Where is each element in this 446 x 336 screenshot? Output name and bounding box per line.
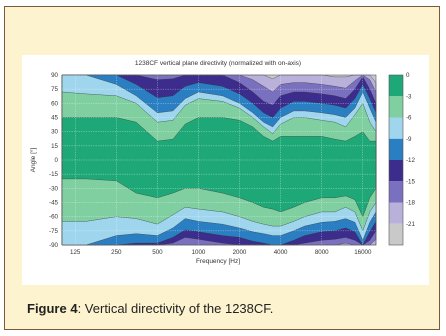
y-tick-label: -60 <box>49 214 59 221</box>
y-tick-label: -45 <box>49 200 59 207</box>
chart-title: 1238CF vertical plane directivity (norma… <box>135 60 301 67</box>
colorbar-tick-label: -3 <box>406 93 412 100</box>
plot-frame <box>61 74 377 246</box>
y-tick-label: 0 <box>55 157 59 164</box>
colorbar-tick-label: 0 <box>406 72 410 79</box>
y-tick-label: 15 <box>51 143 58 150</box>
colorbar-tick-label: -18 <box>406 200 416 207</box>
figure-card: 1238CF vertical plane directivity (norma… <box>22 55 429 285</box>
figure-caption: Figure 4: Vertical directivity of the 12… <box>27 301 273 316</box>
x-tick-label: 1000 <box>192 249 206 256</box>
colorbar-swatch <box>389 96 403 118</box>
x-tick-label: 16000 <box>354 249 372 256</box>
colorbar-swatch <box>389 117 403 139</box>
caption-text: : Vertical directivity of the 1238CF. <box>77 301 274 316</box>
colorbar-swatch <box>389 75 403 97</box>
colorbar-tick-label: -9 <box>406 136 412 143</box>
colorbar-tick-label: -21 <box>406 221 416 228</box>
x-tick-label: 500 <box>152 249 163 256</box>
y-tick-label: -30 <box>49 185 59 192</box>
colorbar-swatch <box>389 202 403 224</box>
colorbar-tick-label: -12 <box>406 157 416 164</box>
x-axis-ticks: 125 250 500 1000 2000 4000 8000 16000 <box>70 249 372 256</box>
colorbar-swatch <box>389 160 403 182</box>
y-axis-ticks: 90 75 60 45 30 15 0 -15 -30 -45 -60 -75 -90 <box>49 72 59 249</box>
x-tick-label: 250 <box>111 249 122 256</box>
y-axis-label: Angle [°] <box>29 147 37 172</box>
colorbar-tick-label: -6 <box>406 115 412 122</box>
y-tick-label: -15 <box>49 171 59 178</box>
y-tick-label: -90 <box>49 242 59 249</box>
x-tick-label: 4000 <box>274 249 288 256</box>
y-tick-label: 75 <box>51 86 58 93</box>
x-axis-label: Frequency [Hz] <box>196 258 240 265</box>
caption-label: Figure 4 <box>27 301 78 316</box>
colorbar-swatch <box>389 223 403 246</box>
y-tick-label: 60 <box>51 100 58 107</box>
colorbar-swatch <box>389 181 403 203</box>
colorbar-swatch <box>389 138 403 161</box>
y-tick-label: -75 <box>49 228 59 235</box>
directivity-chart: 1238CF vertical plane directivity (norma… <box>22 55 429 285</box>
y-tick-label: 45 <box>51 115 58 122</box>
figure-panel: 1238CF vertical plane directivity (norma… <box>4 6 440 330</box>
y-tick-label: 90 <box>51 72 58 79</box>
x-tick-label: 125 <box>70 249 81 256</box>
colorbar-frame <box>388 74 404 246</box>
y-tick-label: 30 <box>51 129 58 136</box>
colorbar-tick-label: -15 <box>406 178 416 185</box>
x-tick-label: 8000 <box>315 249 329 256</box>
x-tick-label: 2000 <box>233 249 247 256</box>
colorbar: 0 -3 -6 -9 -12 -15 -18 -21 <box>388 72 416 246</box>
